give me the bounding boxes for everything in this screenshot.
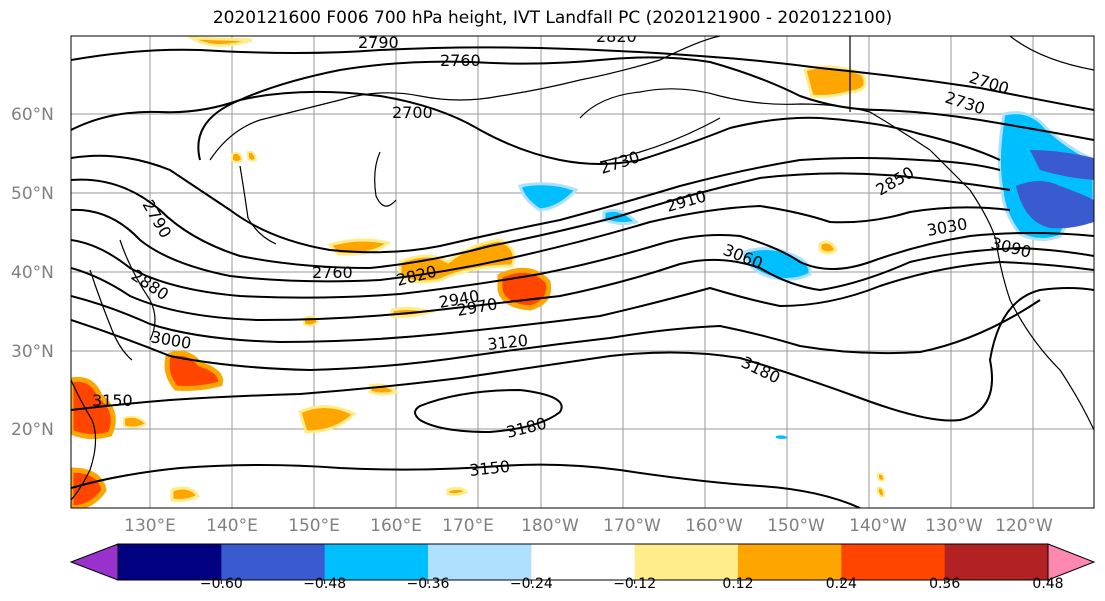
colorbar-tick-label: −0.36 xyxy=(407,576,450,592)
contour-label: 2760 xyxy=(312,263,353,282)
lon-label: 160°W xyxy=(685,516,743,536)
colorbar-extend-min xyxy=(69,543,119,581)
lon-label: 160°E xyxy=(370,516,422,536)
colorbar-tick-label: −0.24 xyxy=(510,576,553,592)
colorbar-bin xyxy=(841,544,946,580)
contour-label: 2760 xyxy=(440,51,481,70)
lat-label: 30°N xyxy=(11,342,54,362)
colorbar-frame xyxy=(117,543,1049,581)
lat-label: 50°N xyxy=(11,184,54,204)
lon-label: 120°W xyxy=(995,516,1053,536)
contour-label: 2700 xyxy=(392,103,433,122)
lon-label: 140°E xyxy=(206,516,258,536)
colorbar-tick-label: 0.36 xyxy=(929,576,960,592)
colorbar-tick-label: −0.48 xyxy=(303,576,346,592)
colorbar-bin xyxy=(221,544,326,580)
colorbar-bin xyxy=(428,544,532,580)
latitude-labels: 60°N 50°N 40°N 30°N 20°N xyxy=(11,105,54,440)
contour-label: 2820 xyxy=(596,27,637,46)
map-title: 2020121600 F006 700 hPa height, IVT Land… xyxy=(212,8,893,28)
colorbar-bin xyxy=(738,544,842,580)
colorbar-bin xyxy=(531,544,636,580)
colorbar-tick-label: 0.24 xyxy=(826,576,857,592)
lon-label: 180°W xyxy=(521,516,579,536)
colorbar-bin xyxy=(324,544,429,580)
lon-label: 170°E xyxy=(442,516,494,536)
lon-label: 130°W xyxy=(925,516,983,536)
lon-label: 150°E xyxy=(288,516,340,536)
lon-label: 170°W xyxy=(603,516,661,536)
contour-label: 3150 xyxy=(92,391,133,410)
colorbar-tick-label: −0.12 xyxy=(613,576,656,592)
colorbar-bin xyxy=(118,544,222,580)
lon-label: 130°E xyxy=(124,516,176,536)
contour-label: 3150 xyxy=(468,457,510,480)
contour-label: 3120 xyxy=(486,331,528,354)
colorbar-tick-label: 0.48 xyxy=(1032,576,1063,592)
colorbar: −0.60 −0.48 −0.36 −0.24 −0.12 0.12 0.24 0.36 0.4… xyxy=(69,543,1096,592)
lon-label: 140°W xyxy=(849,516,907,536)
colorbar-extend-max xyxy=(1047,543,1096,581)
colorbar-bin xyxy=(944,544,1049,580)
colorbar-bin xyxy=(634,544,739,580)
contour-label: 2790 xyxy=(358,33,399,52)
colorbar-tick-label: −0.60 xyxy=(200,576,243,592)
lat-label: 40°N xyxy=(11,263,54,283)
colorbar-tick-label: 0.12 xyxy=(722,576,753,592)
lat-label: 60°N xyxy=(11,105,54,125)
plot-frame xyxy=(70,35,1095,509)
height-contours xyxy=(71,46,1094,508)
lat-label: 20°N xyxy=(11,420,54,440)
lon-label: 150°W xyxy=(767,516,825,536)
coastlines xyxy=(71,36,1094,501)
longitude-labels: 130°E 140°E 150°E 160°E 170°E 180°W 170°… xyxy=(124,516,1053,536)
